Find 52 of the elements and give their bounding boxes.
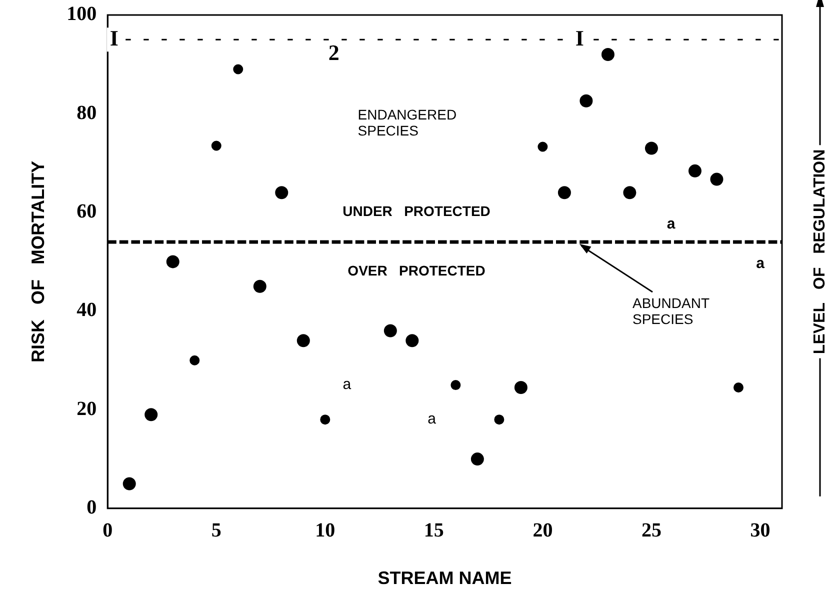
point — [688, 164, 702, 178]
annotation: OVER PROTECTED — [348, 262, 486, 278]
point — [601, 48, 614, 61]
point — [296, 334, 310, 348]
annotation: I — [575, 25, 584, 50]
point — [384, 324, 397, 338]
annotation: ENDANGERED SPECIES — [358, 106, 457, 138]
annotation: a — [428, 410, 437, 428]
point — [320, 414, 330, 425]
point — [494, 414, 504, 425]
annotation: a — [666, 215, 676, 232]
point — [211, 140, 222, 151]
annotation: I — [110, 25, 118, 50]
point — [450, 380, 461, 390]
point — [190, 355, 200, 366]
annotation: a — [342, 376, 352, 394]
point — [538, 142, 548, 152]
point — [275, 186, 288, 200]
point — [144, 408, 158, 422]
point — [166, 255, 180, 268]
point — [580, 94, 593, 108]
x-tick-label: 25 — [641, 520, 662, 542]
annotation: a — [756, 254, 766, 272]
annotation: ABUNDANT SPECIES — [632, 294, 710, 327]
x-tick-label: 0 — [102, 520, 113, 542]
point — [253, 280, 266, 293]
x-tick-label: 15 — [424, 520, 444, 542]
annotation: 2 — [328, 40, 340, 66]
point — [644, 142, 658, 155]
y-axis-title: RISK OF MORTALITY — [28, 160, 48, 363]
y-tick-label: 20 — [76, 398, 97, 420]
point — [623, 186, 636, 200]
point — [470, 452, 484, 466]
y-tick-label: 0 — [86, 496, 97, 519]
x-tick-label: 30 — [750, 520, 770, 542]
point — [233, 64, 244, 74]
y-tick-label: 80 — [76, 102, 97, 124]
point — [710, 172, 724, 186]
point — [406, 334, 419, 348]
x-tick-label: 5 — [211, 520, 222, 542]
point — [558, 186, 571, 200]
x-axis-title: STREAM NAME — [378, 568, 512, 588]
y-tick-label: 40 — [76, 299, 97, 322]
x-tick-label: 10 — [315, 520, 336, 542]
y-tick-label: 60 — [76, 200, 97, 223]
text: LEVEL OF REGULATION — [811, 149, 828, 354]
x-tick-label: 20 — [532, 520, 553, 542]
annotation: UNDER PROTECTED — [342, 203, 490, 220]
point — [122, 477, 136, 490]
y-tick-label: 100 — [66, 3, 97, 26]
point — [733, 382, 744, 393]
point — [514, 381, 528, 394]
